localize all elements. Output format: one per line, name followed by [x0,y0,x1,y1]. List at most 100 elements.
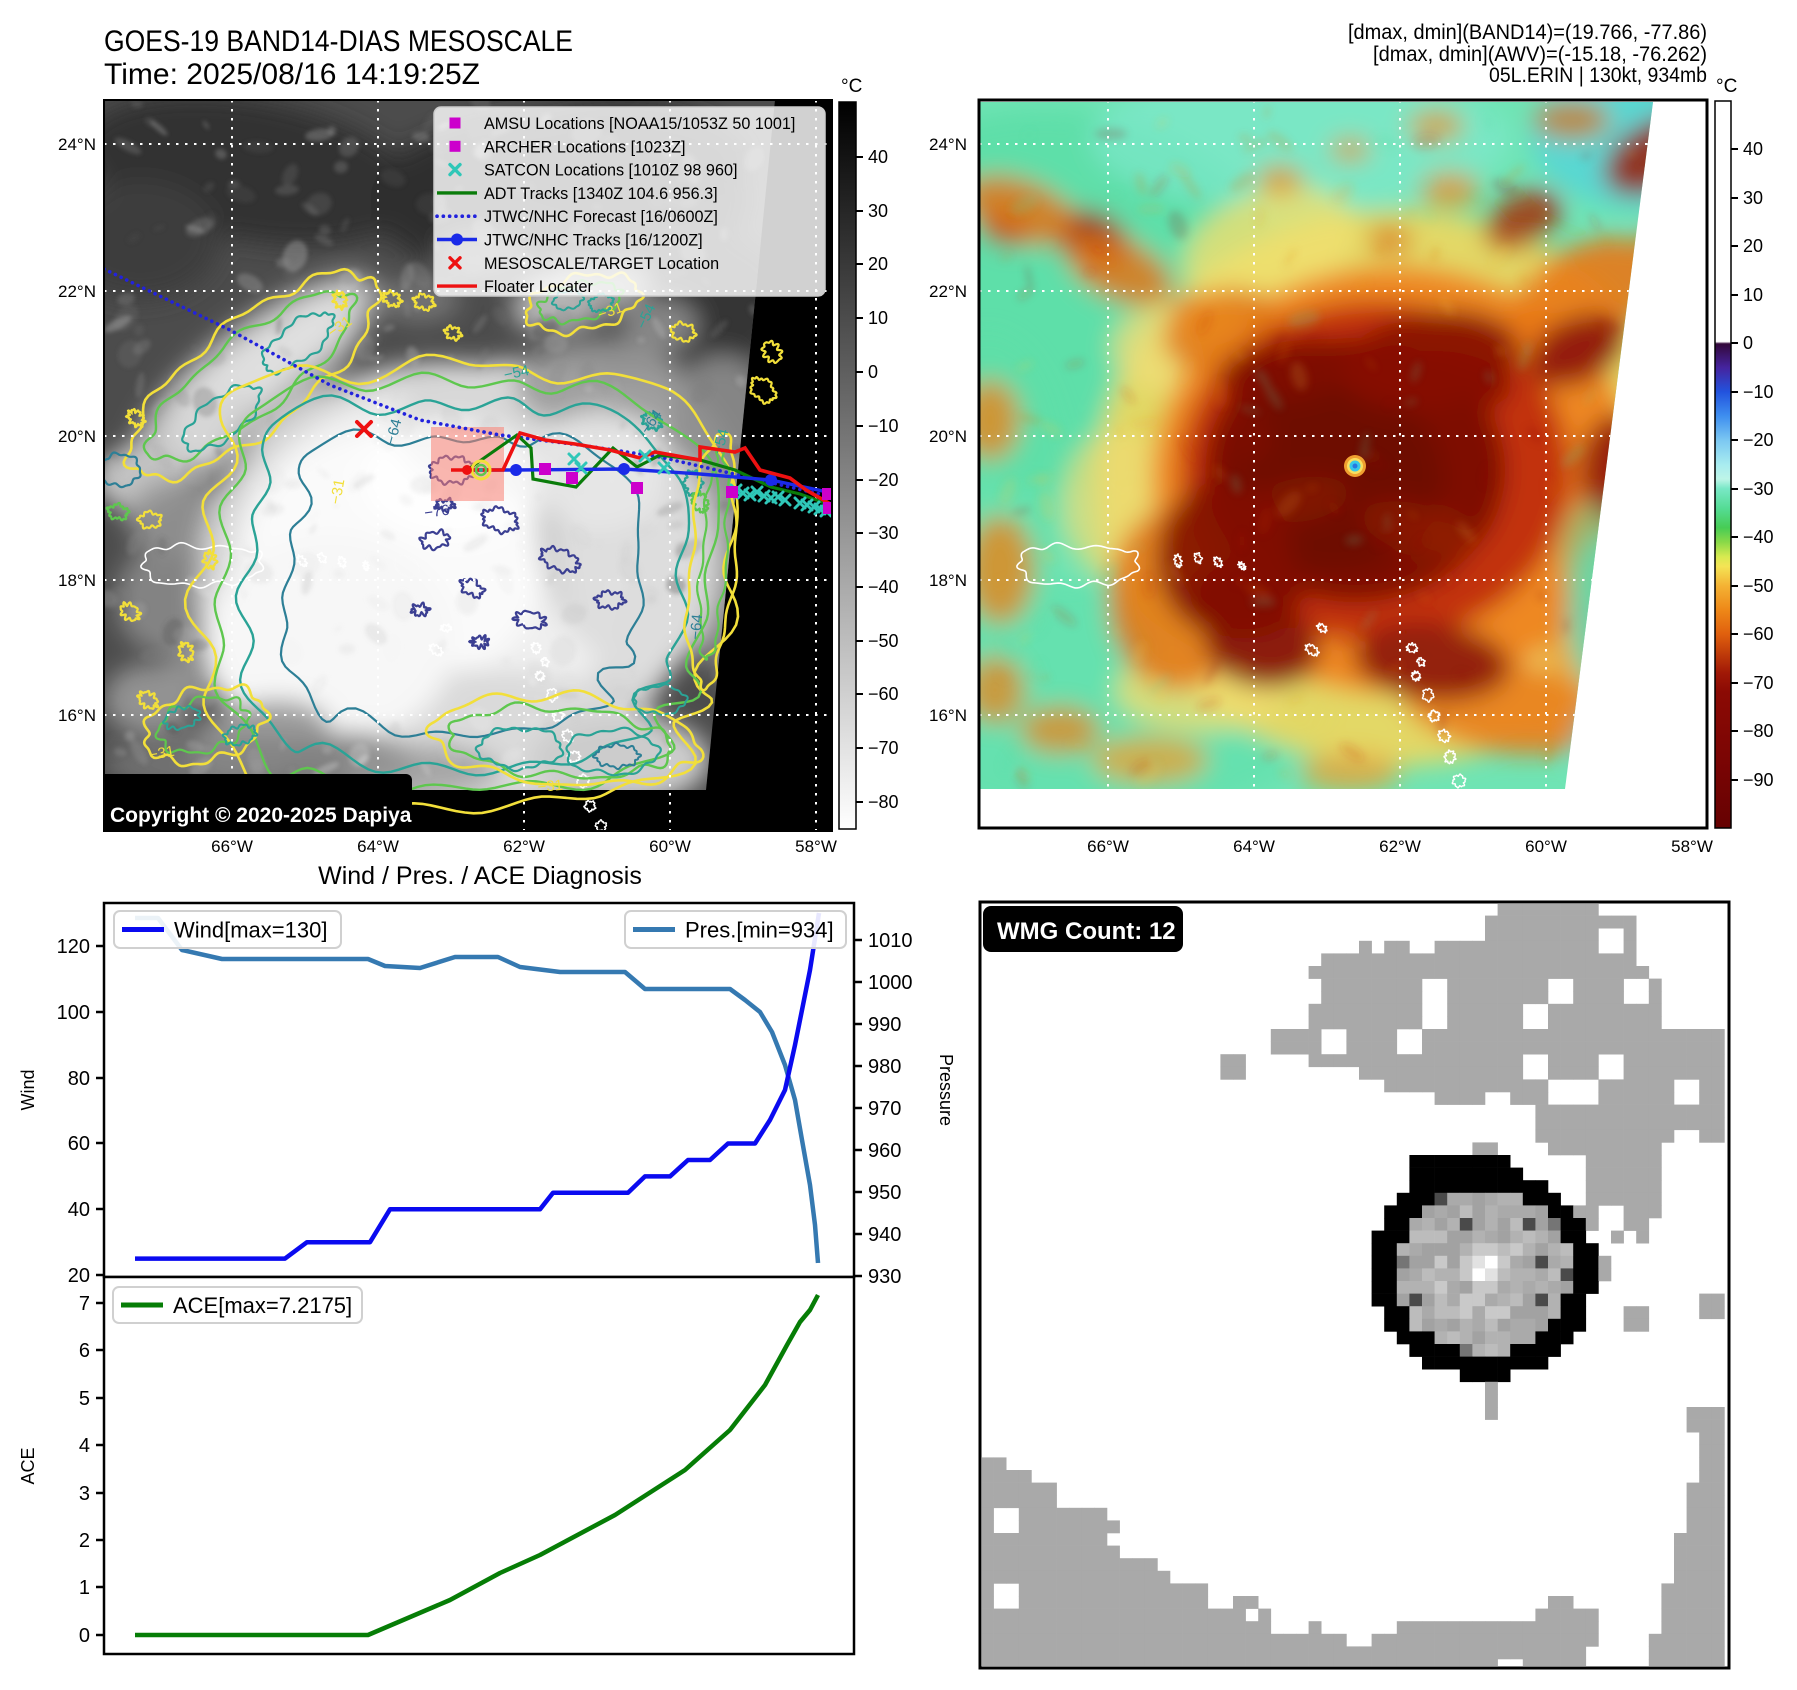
svg-text:40: 40 [1743,139,1763,159]
svg-text:0: 0 [79,1625,90,1647]
svg-text:[dmax, dmin](AWV)=(-15.18, -76: [dmax, dmin](AWV)=(-15.18, -76.262) [1373,43,1707,66]
svg-text:970: 970 [868,1098,901,1120]
svg-text:−64: −64 [687,614,706,641]
svg-text:05L.ERIN | 130kt, 934mb: 05L.ERIN | 130kt, 934mb [1489,64,1707,87]
svg-text:60°W: 60°W [649,837,691,856]
svg-text:100: 100 [57,1002,90,1024]
svg-text:960: 960 [868,1140,901,1162]
svg-text:10: 10 [868,308,888,328]
svg-text:ACE: ACE [18,1447,38,1484]
svg-text:62°W: 62°W [1379,837,1421,856]
svg-text:16°N: 16°N [58,706,96,725]
svg-text:Time: 2025/08/16 14:19:25Z: Time: 2025/08/16 14:19:25Z [104,58,480,91]
svg-text:940: 940 [868,1224,901,1246]
svg-text:Pressure: Pressure [936,1054,956,1126]
svg-text:30: 30 [868,201,888,221]
svg-text:66°W: 66°W [211,837,253,856]
svg-text:120: 120 [57,936,90,958]
svg-text:GOES-19 BAND14-DIAS MESOSCALE: GOES-19 BAND14-DIAS MESOSCALE [104,25,573,58]
svg-text:20°N: 20°N [929,427,967,446]
svg-text:Pres.[min=934]: Pres.[min=934] [685,918,834,943]
svg-text:60°W: 60°W [1525,837,1567,856]
svg-text:−54: −54 [502,362,530,384]
svg-text:−80: −80 [868,792,899,812]
svg-text:−90: −90 [1743,770,1774,790]
svg-text:980: 980 [868,1056,901,1078]
svg-text:−30: −30 [868,523,899,543]
svg-text:5: 5 [79,1388,90,1410]
svg-text:MESOSCALE/TARGET Location: MESOSCALE/TARGET Location [484,255,719,273]
svg-text:58°W: 58°W [1671,837,1713,856]
svg-text:40: 40 [68,1199,90,1221]
svg-text:−64: −64 [382,417,405,446]
svg-text:Wind / Pres. / ACE Diagnosis: Wind / Pres. / ACE Diagnosis [318,862,642,890]
svg-text:AMSU Locations [NOAA15/1053Z 5: AMSU Locations [NOAA15/1053Z 50 1001] [484,115,795,133]
svg-text:−70: −70 [868,738,899,758]
svg-text:−50: −50 [868,631,899,651]
svg-text:ACE[max=7.2175]: ACE[max=7.2175] [173,1293,352,1318]
svg-text:40: 40 [868,147,888,167]
svg-text:4: 4 [79,1435,90,1457]
svg-text:10: 10 [1743,285,1763,305]
svg-text:58°W: 58°W [795,837,837,856]
svg-text:−20: −20 [1743,430,1774,450]
svg-text:7: 7 [79,1293,90,1315]
svg-text:−20: −20 [868,470,899,490]
svg-text:−80: −80 [1743,721,1774,741]
svg-text:64°W: 64°W [357,837,399,856]
svg-text:80: 80 [68,1068,90,1090]
svg-text:−31: −31 [537,777,564,796]
svg-text:20: 20 [68,1265,90,1287]
svg-text:−76: −76 [423,502,451,522]
svg-text:Wind[max=130]: Wind[max=130] [174,918,327,943]
svg-text:−40: −40 [1743,527,1774,547]
svg-text:−60: −60 [868,684,899,704]
svg-text:JTWC/NHC Forecast [16/0600Z]: JTWC/NHC Forecast [16/0600Z] [484,208,718,226]
svg-text:22°N: 22°N [58,282,96,301]
svg-text:18°N: 18°N [58,571,96,590]
svg-text:18°N: 18°N [929,571,967,590]
svg-text:24°N: 24°N [58,135,96,154]
svg-text:−60: −60 [1743,624,1774,644]
svg-text:−30: −30 [1743,479,1774,499]
svg-text:16°N: 16°N [929,706,967,725]
svg-text:990: 990 [868,1014,901,1036]
svg-text:30: 30 [1743,188,1763,208]
svg-text:60: 60 [68,1133,90,1155]
svg-text:°C: °C [841,76,862,97]
svg-text:Copyright © 2020-2025 Dapiya: Copyright © 2020-2025 Dapiya [110,804,412,827]
svg-text:0: 0 [1743,333,1753,353]
svg-text:JTWC/NHC Tracks [16/1200Z]: JTWC/NHC Tracks [16/1200Z] [484,232,703,250]
svg-text:[dmax, dmin](BAND14)=(19.766,: [dmax, dmin](BAND14)=(19.766, -77.86) [1348,21,1707,44]
svg-text:62°W: 62°W [503,837,545,856]
svg-text:930: 930 [868,1266,901,1288]
svg-text:20°N: 20°N [58,427,96,446]
svg-text:0: 0 [868,362,878,382]
svg-text:WMG Count: 12: WMG Count: 12 [997,918,1176,945]
svg-text:Floater Locater: Floater Locater [484,278,593,296]
svg-text:66°W: 66°W [1087,837,1129,856]
svg-text:3: 3 [79,1483,90,1505]
svg-text:−10: −10 [1743,382,1774,402]
svg-text:−31: −31 [327,478,348,506]
svg-text:950: 950 [868,1182,901,1204]
svg-text:64°W: 64°W [1233,837,1275,856]
svg-text:20: 20 [868,254,888,274]
svg-text:−70: −70 [1743,673,1774,693]
svg-text:2: 2 [79,1530,90,1552]
svg-text:Wind: Wind [18,1069,38,1110]
svg-text:SATCON Locations [1010Z 98 960: SATCON Locations [1010Z 98 960] [484,162,737,180]
svg-text:22°N: 22°N [929,282,967,301]
svg-text:6: 6 [79,1340,90,1362]
svg-text:20: 20 [1743,236,1763,256]
svg-text:1000: 1000 [868,972,913,994]
svg-text:°C: °C [1716,76,1737,97]
svg-text:1010: 1010 [868,930,913,952]
svg-text:1: 1 [79,1577,90,1599]
svg-text:−10: −10 [868,416,899,436]
svg-text:−50: −50 [1743,576,1774,596]
svg-text:−31: −31 [148,743,176,764]
svg-text:24°N: 24°N [929,135,967,154]
svg-text:ADT Tracks [1340Z 104.6 956.3]: ADT Tracks [1340Z 104.6 956.3] [484,185,718,203]
svg-text:ARCHER Locations [1023Z]: ARCHER Locations [1023Z] [484,138,686,156]
